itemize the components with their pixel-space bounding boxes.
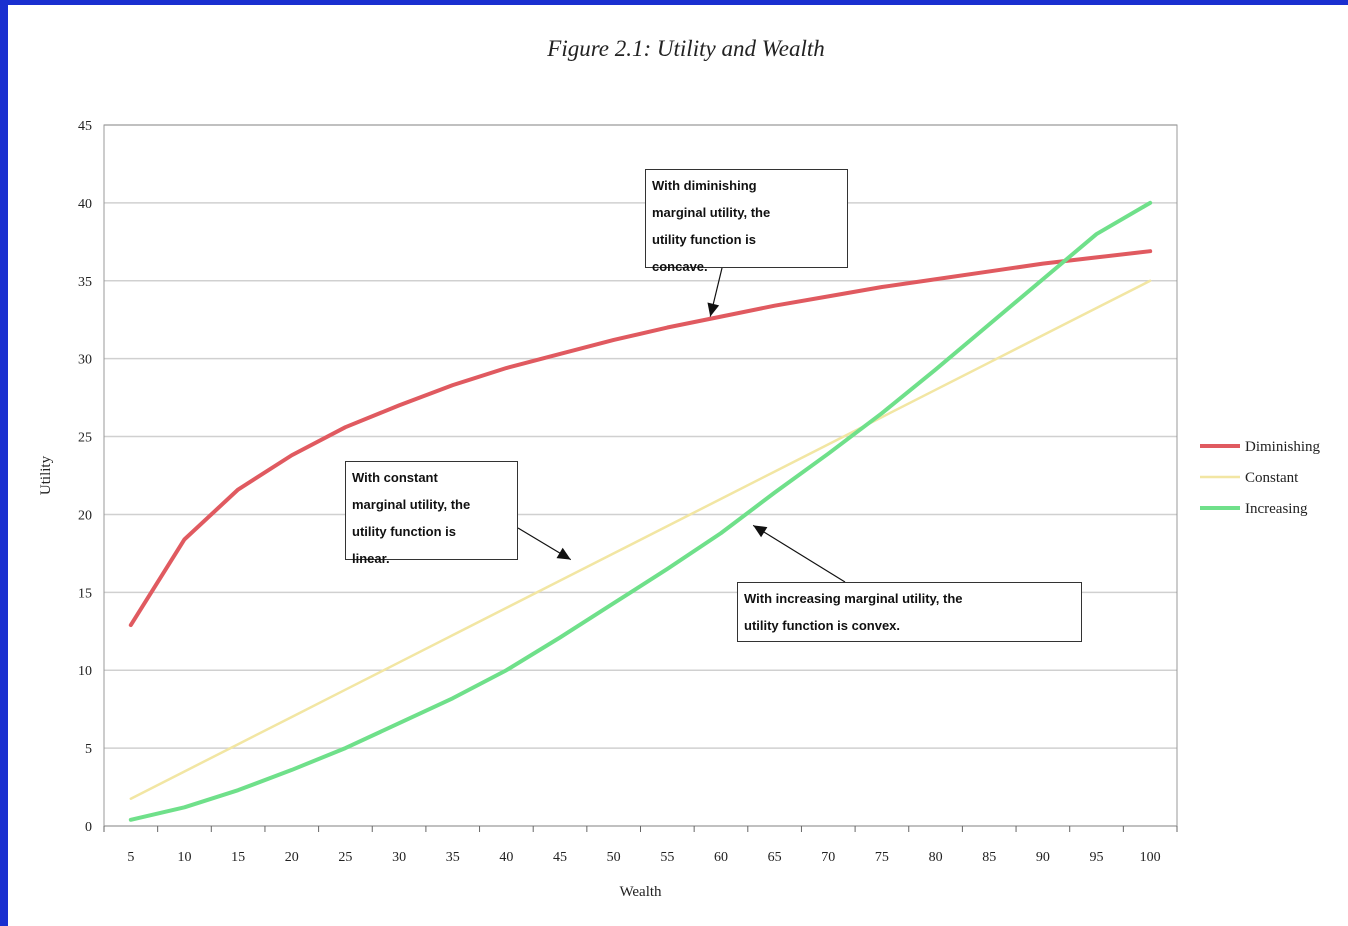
y-tick-label: 45 xyxy=(78,119,92,134)
annotation-line: concave. xyxy=(652,259,708,274)
annotation-line: utility function is xyxy=(352,524,456,539)
y-tick-label: 15 xyxy=(78,586,92,601)
annotation-line: marginal utility, the xyxy=(652,205,771,220)
series-line-diminishing xyxy=(128,249,1153,628)
y-tick-label: 10 xyxy=(78,664,92,679)
x-tick-label: 55 xyxy=(660,850,674,865)
x-tick-label: 85 xyxy=(982,850,996,865)
plot-area xyxy=(103,124,1178,827)
annotation-arrowhead xyxy=(753,525,768,538)
annotation-convex: With increasing marginal utility, the uti… xyxy=(737,582,1082,642)
x-tick-label: 10 xyxy=(177,850,191,865)
x-tick-label: 50 xyxy=(607,850,621,865)
x-tick-label: 70 xyxy=(821,850,835,865)
legend: Diminishing Constant Increasing xyxy=(1200,439,1321,517)
axes: 0 5 10 15 20 25 30 35 40 45 5 10 15 20 25 30 35 40 45 50 55 6… xyxy=(78,119,1178,865)
annotation-arrowhead xyxy=(556,547,571,560)
series-line-constant xyxy=(129,279,1152,800)
annotation-line: With diminishing xyxy=(652,178,757,193)
y-tick-label: 0 xyxy=(85,820,92,835)
y-tick-label: 20 xyxy=(78,508,92,523)
annotation-arrow xyxy=(752,524,846,583)
x-tick-label: 90 xyxy=(1036,850,1050,865)
y-tick-label: 35 xyxy=(78,275,92,290)
x-tick-label: 5 xyxy=(127,850,134,865)
x-tick-label: 80 xyxy=(929,850,943,865)
annotation-line: utility function is xyxy=(652,232,756,247)
annotation-linear: With constant marginal utility, the utilit… xyxy=(345,461,518,566)
legend-label: Diminishing xyxy=(1245,439,1321,455)
x-tick-label: 15 xyxy=(231,850,245,865)
x-tick-label: 75 xyxy=(875,850,889,865)
grid-lines xyxy=(104,124,1177,827)
x-tick-label: 20 xyxy=(285,850,299,865)
x-tick-label: 40 xyxy=(499,850,513,865)
annotation-line: With constant xyxy=(352,470,438,485)
y-tick-label: 40 xyxy=(78,197,92,212)
y-axis-title: Utility xyxy=(38,455,54,495)
annotation-concave: With diminishing marginal utility, the uti… xyxy=(645,169,848,274)
x-tick-label: 35 xyxy=(446,850,460,865)
x-tick-label: 100 xyxy=(1140,850,1161,865)
x-tick-label: 60 xyxy=(714,850,728,865)
legend-label: Constant xyxy=(1245,470,1299,486)
x-tick-label: 95 xyxy=(1090,850,1104,865)
slide-canvas xyxy=(8,5,1348,926)
chart-title: Figure 2.1: Utility and Wealth xyxy=(547,36,825,61)
legend-label: Increasing xyxy=(1245,501,1308,517)
annotation-line: marginal utility, the xyxy=(352,497,471,512)
x-tick-label: 25 xyxy=(338,850,352,865)
annotation-line: utility function is convex. xyxy=(744,618,901,633)
annotation-line: linear. xyxy=(352,551,390,566)
annotation-line: With increasing marginal utility, the xyxy=(744,591,963,606)
x-tick-label: 65 xyxy=(768,850,782,865)
series-line-increasing xyxy=(128,200,1153,822)
y-tick-label: 5 xyxy=(85,742,92,757)
y-tick-label: 25 xyxy=(78,431,92,446)
y-tick-label: 30 xyxy=(78,353,92,368)
annotation-arrowhead xyxy=(707,302,720,317)
annotation-arrows xyxy=(517,267,846,583)
x-axis-title: Wealth xyxy=(619,884,662,900)
x-tick-label: 45 xyxy=(553,850,567,865)
x-tick-label: 30 xyxy=(392,850,406,865)
series-lines xyxy=(128,200,1153,822)
